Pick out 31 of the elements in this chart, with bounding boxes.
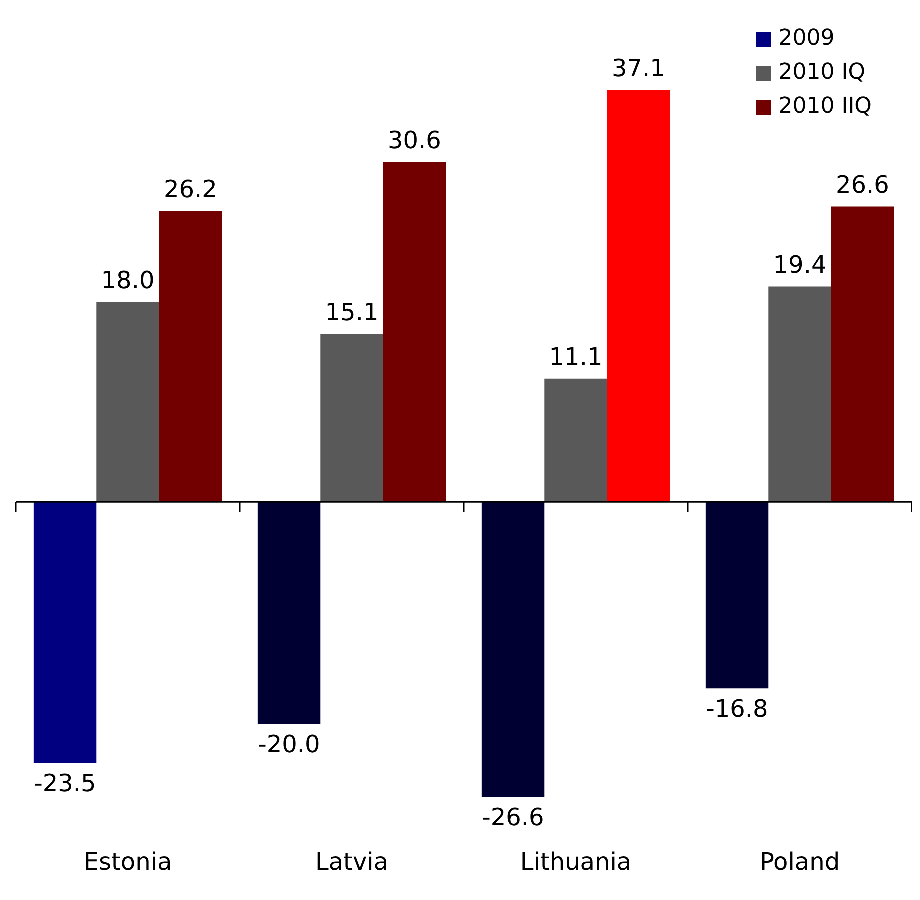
data-label: 37.1	[612, 54, 666, 82]
data-label: -23.5	[34, 769, 96, 798]
data-label: 18.0	[101, 266, 155, 294]
bar	[482, 502, 545, 798]
bar	[706, 502, 769, 689]
x-tick-label: Latvia	[315, 848, 389, 876]
data-label: -16.8	[706, 694, 768, 723]
bar	[96, 302, 160, 502]
bar	[159, 211, 222, 502]
data-label: 26.6	[836, 171, 890, 200]
bar	[258, 502, 321, 724]
data-label: 15.1	[325, 298, 379, 327]
bar	[607, 90, 670, 502]
bar	[320, 334, 384, 502]
x-tick-label: Estonia	[84, 848, 172, 876]
data-label: -20.0	[258, 730, 320, 758]
data-label: -26.6	[482, 804, 544, 832]
bar	[768, 286, 832, 502]
legend-label: 2009	[778, 25, 835, 53]
legend-label: 2010 IQ	[778, 59, 866, 87]
bar	[544, 378, 608, 502]
x-tick-label: Lithuania	[520, 848, 632, 876]
bar	[831, 206, 894, 502]
legend-label: 2010 IIQ	[778, 93, 872, 121]
data-label: 30.6	[388, 126, 442, 155]
data-label: 26.2	[164, 175, 218, 204]
bar	[34, 502, 97, 764]
data-label: 11.1	[549, 343, 603, 372]
x-tick-label: Poland	[760, 848, 840, 876]
bar	[383, 162, 446, 502]
data-label: 19.4	[773, 250, 827, 279]
